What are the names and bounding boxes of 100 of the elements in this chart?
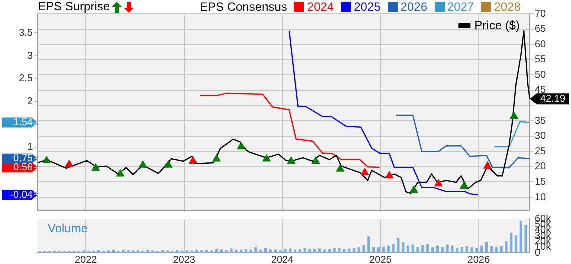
bar [416,247,420,253]
bar [318,248,322,253]
bar [382,247,386,253]
point [510,112,518,119]
bar [402,242,405,253]
y-tick-label: -0.04 [10,190,34,201]
point [410,186,418,194]
bar [510,232,513,253]
bar [431,248,434,253]
bar [466,246,468,253]
bar [362,245,366,253]
point [189,156,198,164]
y2-tick-label: 35 [535,116,547,127]
bar [470,248,474,253]
bar [260,250,262,253]
legend-label: 2024 [307,0,334,14]
bar [304,248,306,253]
bar [308,250,312,253]
bar [333,248,336,253]
point [434,180,443,187]
legend-label: 2027 [448,0,474,14]
bar [368,236,370,253]
bar [406,246,410,253]
bar [387,246,390,253]
x-tick-label: 2024 [271,254,294,264]
bar [338,248,341,253]
bar [490,246,494,253]
legend-label: 2028 [494,0,521,14]
legend-label: 2026 [400,0,428,14]
point [484,162,492,169]
y-tick-label: 0.56 [14,162,34,174]
bar [451,246,454,253]
y2-tick-label: 70 [535,8,547,20]
bar [436,246,440,253]
bar [412,244,414,253]
y-tick-label: 0.75 [14,154,34,165]
y-tick-label: 2 [27,96,34,108]
bar [422,245,424,253]
point [237,142,246,150]
text: EPS Surprise [38,0,110,14]
point [312,156,320,164]
legend-label: Price ($) [474,18,520,32]
x-tick-label: 2025 [370,254,392,264]
x-tick-label: 2026 [468,254,490,264]
bar [426,244,430,253]
bar [230,248,233,253]
y2-tick-label: 60 [535,39,547,50]
bar [397,238,400,253]
bar [514,236,518,253]
bar [520,222,522,253]
point [42,156,51,164]
legend-label: 2025 [354,0,381,14]
y2-tick-label: 50 [535,70,547,81]
y-tick-label: 1.54 [14,118,34,129]
point [361,168,369,176]
bar [358,248,360,253]
bar [240,250,243,253]
bar [377,248,380,253]
x-tick-label: 2023 [173,254,196,264]
bar [284,249,287,253]
legend-title: EPS Consensus [200,0,288,14]
point [212,154,221,162]
bar [254,247,258,253]
bar [476,248,478,253]
point [336,164,344,172]
bar [146,250,150,253]
y-tick-label: 3.5 [19,28,34,39]
bar [495,247,498,253]
bar [480,246,484,253]
bar [460,247,464,253]
bar [279,250,282,253]
point [92,164,100,171]
bar [225,250,228,253]
bar [505,241,508,253]
bar [524,225,528,253]
bar [176,250,179,253]
y-tick-label: 1 [27,142,34,154]
bar [122,250,125,253]
y2-tick-label: 55 [535,54,547,66]
y2-tick-label: 30 [535,131,547,142]
bar [200,250,204,253]
bar [372,247,376,253]
point [65,160,74,168]
bar [314,249,316,253]
y-tick-label: 3 [27,50,34,62]
bar [206,250,208,253]
bar [456,248,459,253]
y2-tick-label: 10 [535,192,547,204]
y2-tick-label: 15 [535,176,547,188]
x-tick-label: 2022 [74,254,98,264]
bar [343,248,346,253]
bar [264,248,268,253]
point [386,172,394,179]
point [460,182,468,190]
y2-tick-label: 20 [535,162,547,173]
bar [289,248,292,253]
point [164,160,173,168]
data-label: 42.19 [540,94,566,105]
bar [446,244,449,253]
point [262,154,271,162]
